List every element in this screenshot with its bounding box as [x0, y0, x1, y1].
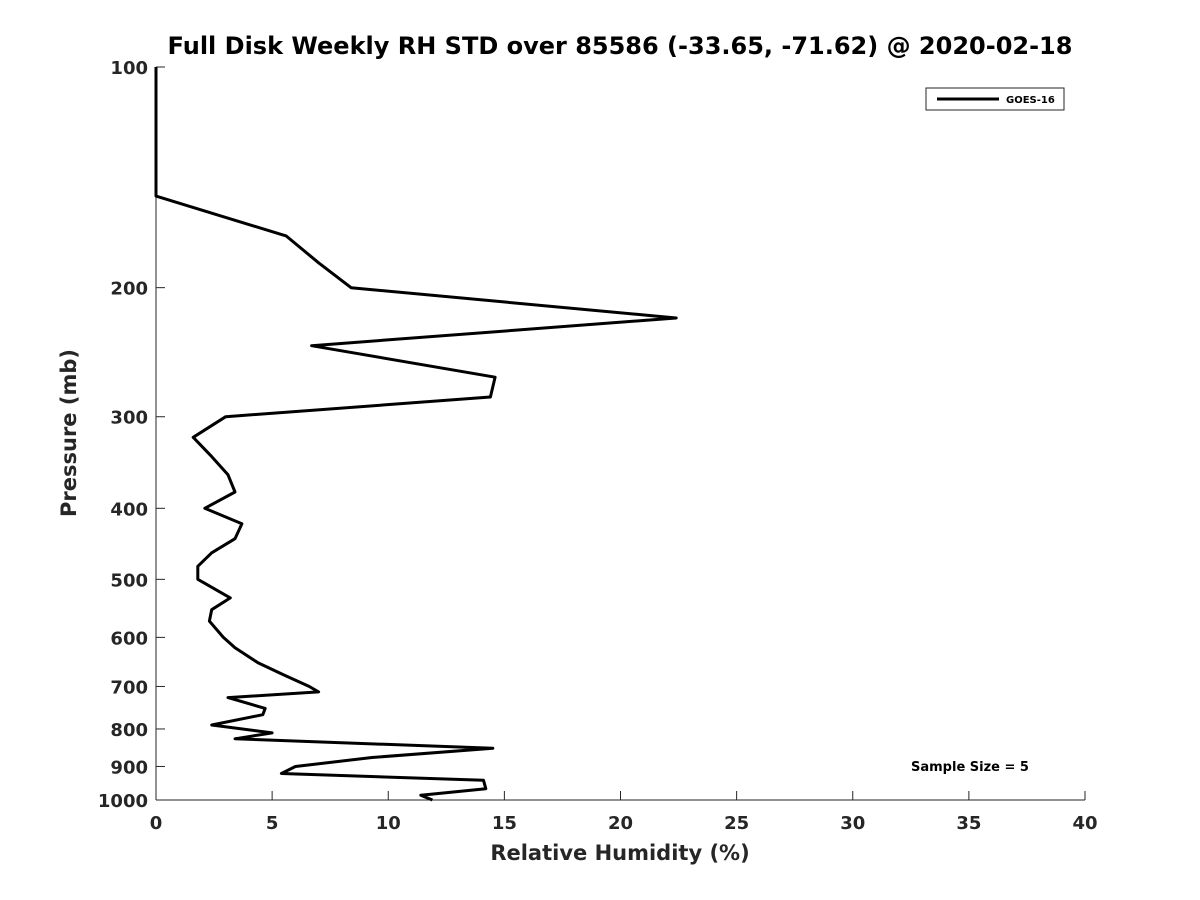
- sample-size-annotation: Sample Size = 5: [911, 760, 1029, 775]
- y-tick-label: 600: [110, 628, 148, 649]
- y-tick-label: 700: [110, 677, 148, 698]
- x-tick-label: 20: [608, 813, 633, 834]
- y-ticks: 100 200 300 400 500 600 700 800 900 1000: [98, 58, 165, 812]
- y-tick-label: 800: [110, 720, 148, 741]
- x-tick-label: 30: [840, 813, 865, 834]
- x-tick-label: 25: [724, 813, 749, 834]
- x-tick-label: 15: [492, 813, 517, 834]
- x-ticks: 0 5 10 15 20 25 30 35 40: [150, 791, 1098, 834]
- x-tick-label: 35: [956, 813, 981, 834]
- y-tick-label: 200: [110, 279, 148, 300]
- x-tick-label: 40: [1072, 813, 1097, 834]
- y-tick-label: 300: [110, 408, 148, 429]
- legend: GOES-16: [925, 87, 1065, 111]
- y-tick-label: 500: [110, 570, 148, 591]
- y-tick-label: 400: [110, 499, 148, 520]
- y-tick-label: 100: [110, 58, 148, 79]
- y-tick-label: 1000: [98, 791, 148, 812]
- x-tick-label: 5: [266, 813, 279, 834]
- plot-area: 0 5 10 15 20 25 30 35 40 100 200 300 400 500 600 700 80…: [98, 58, 1098, 834]
- series-layer: [154, 67, 678, 802]
- chart-title: Full Disk Weekly RH STD over 85586 (-33.…: [168, 32, 1073, 60]
- series-line-goes-16: [154, 67, 678, 802]
- y-tick-label: 900: [110, 757, 148, 778]
- legend-entry-goes-16: GOES-16: [1006, 95, 1055, 106]
- x-tick-label: 0: [150, 813, 163, 834]
- x-tick-label: 10: [376, 813, 401, 834]
- y-axis-label: Pressure (mb): [57, 349, 81, 517]
- x-axis-label: Relative Humidity (%): [490, 841, 749, 865]
